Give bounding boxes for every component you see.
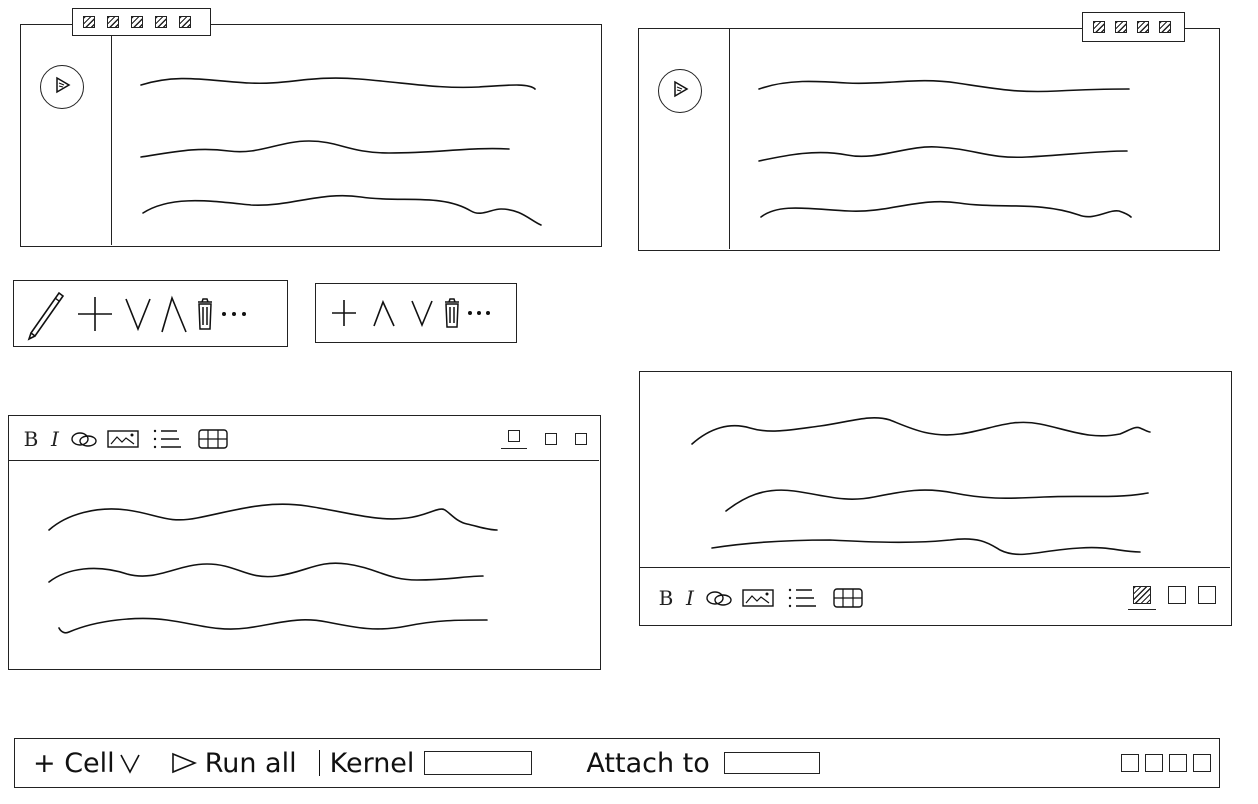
cell-toolbar-button[interactable] [131,16,143,28]
italic-icon[interactable]: I [686,586,694,610]
code-line [142,194,542,226]
kernel-selector[interactable]: Kernel [330,748,533,779]
run-cell-button[interactable] [658,69,702,113]
trash-icon[interactable] [440,286,464,340]
cell-gutter-divider [729,29,730,249]
cell-toolbar-right [1082,12,1185,42]
code-line [140,140,510,158]
cell-toolbar-button[interactable] [83,16,95,28]
markdown-line [58,617,488,634]
table-icon[interactable] [824,588,872,608]
trash-icon[interactable] [192,284,218,344]
image-icon[interactable] [101,430,145,448]
chevron-down-icon [119,752,141,774]
cell-toolbar-button[interactable] [155,16,167,28]
plus-icon[interactable] [324,286,364,340]
toolbar-square-button[interactable] [1145,754,1163,772]
add-cell-label: + Cell [33,747,115,779]
run-cell-button[interactable] [40,65,84,109]
plus-icon[interactable] [70,284,120,344]
pencil-icon[interactable] [20,284,70,344]
view-mode-button[interactable] [1168,586,1186,604]
view-mode-toggle [1128,586,1216,610]
view-mode-toggle [501,429,587,449]
active-mode-underline [501,447,527,449]
cell-action-bar-code [315,283,517,343]
italic-icon[interactable]: I [51,427,59,451]
kernel-label: Kernel [329,747,415,779]
markdown-cell-editing-top[interactable]: B I [8,415,601,670]
toolbar-divider [9,460,599,461]
code-line [758,146,1128,162]
cell-toolbar-button[interactable] [1093,21,1105,33]
view-mode-button[interactable] [1133,586,1151,604]
run-all-button[interactable]: Run all [171,748,297,779]
toolbar-separator [318,750,320,776]
link-icon[interactable] [67,430,101,448]
active-mode-underline [1128,609,1156,610]
markdown-line [725,489,1149,512]
chevron-down-icon[interactable] [120,284,156,344]
run-all-label: Run all [204,747,297,779]
view-mode-button[interactable] [1198,586,1216,604]
cell-gutter-divider [111,25,112,245]
cell-toolbar-button[interactable] [179,16,191,28]
toolbar-square-button[interactable] [1121,754,1139,772]
cell-toolbar-button[interactable] [1159,21,1171,33]
toolbar-square-button[interactable] [1193,754,1211,772]
markdown-line [48,562,484,583]
play-triangle-icon [52,75,72,99]
markdown-line [711,538,1141,556]
cell-action-bar-markdown [13,280,288,347]
ellipsis-icon[interactable] [464,286,494,340]
table-icon[interactable] [189,429,237,449]
image-icon[interactable] [736,589,780,607]
play-triangle-icon [171,752,197,774]
notebook-toolbar: + Cell Run all Kernel Attach to [14,738,1220,788]
code-line [760,200,1132,218]
ellipsis-icon[interactable] [218,284,252,344]
cell-toolbar-button[interactable] [107,16,119,28]
markdown-line [691,417,1151,445]
play-triangle-icon [670,79,690,103]
markdown-line [48,503,498,531]
list-icon[interactable] [780,586,824,610]
toolbar-divider [640,567,1230,568]
markdown-cell-editing-bottom[interactable]: B I [639,371,1232,626]
chevron-up-icon[interactable] [364,286,404,340]
cell-toolbar-button[interactable] [1115,21,1127,33]
cell-toolbar-button[interactable] [1137,21,1149,33]
attach-to-selector[interactable]: Attach to [586,747,820,779]
view-mode-button[interactable] [508,429,520,442]
toolbar-square-button[interactable] [1169,754,1187,772]
add-cell-button[interactable]: + Cell [33,748,141,779]
bold-icon[interactable]: B [23,427,39,451]
code-line [758,79,1130,93]
chevron-down-icon[interactable] [404,286,440,340]
notebook-toolbar-buttons [1121,754,1211,772]
attach-to-dropdown[interactable] [723,752,820,774]
code-line [140,77,536,90]
bold-icon[interactable]: B [658,586,674,610]
cell-toolbar-left [72,8,211,36]
view-mode-button[interactable] [575,433,587,445]
list-icon[interactable] [145,427,189,451]
code-cell-right[interactable] [638,28,1220,251]
format-toolbar: B I [654,581,1220,615]
chevron-up-icon[interactable] [156,284,192,344]
format-toolbar: B I [19,422,589,456]
view-mode-button[interactable] [545,433,557,445]
attach-to-label: Attach to [586,747,710,779]
link-icon[interactable] [702,589,736,607]
code-cell-left[interactable] [20,24,602,247]
kernel-dropdown[interactable] [424,751,533,775]
